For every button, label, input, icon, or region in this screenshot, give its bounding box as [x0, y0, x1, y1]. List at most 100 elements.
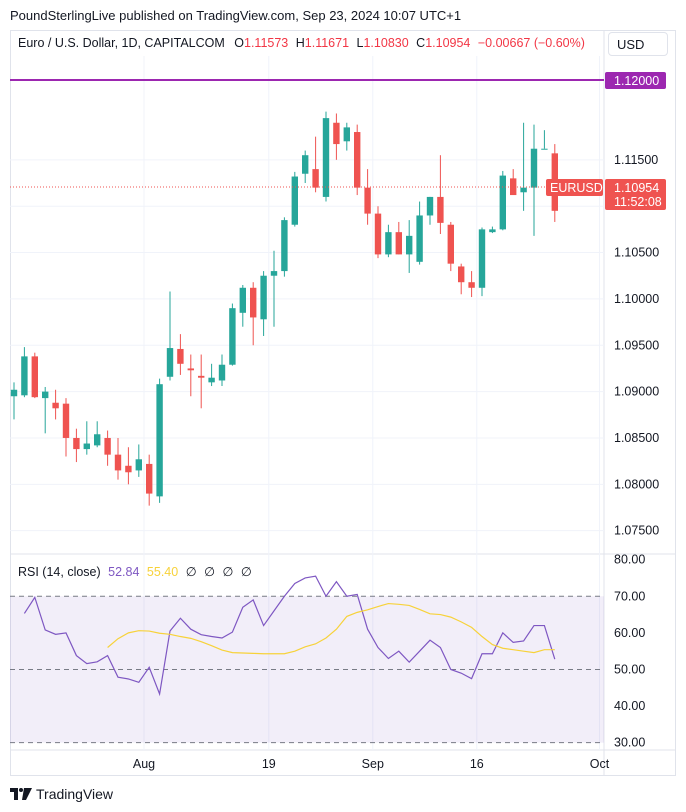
currency-button[interactable]: USD: [608, 32, 668, 56]
rsi-value: 52.84: [108, 565, 140, 579]
candle-body: [437, 196, 444, 223]
high-label: H: [295, 36, 305, 50]
candle-body: [198, 375, 205, 378]
rsi-legend: RSI (14, close) 52.84 55.40 ∅ ∅ ∅ ∅: [18, 564, 252, 579]
change-value: −0.00667 (−0.60%): [477, 36, 585, 50]
rsi-ma-line: [107, 602, 555, 655]
close-label: C: [416, 36, 426, 50]
candle-body: [270, 271, 278, 276]
candle-body: [94, 434, 101, 446]
candle-body: [416, 215, 423, 262]
candle-body: [291, 176, 298, 225]
last-price-tag-text: 1.10954: [614, 181, 659, 195]
candle-body: [114, 454, 122, 471]
candle-body: [354, 132, 361, 188]
footer-brand-text: TradingView: [36, 786, 114, 802]
price-tick-label: 1.09500: [614, 338, 659, 352]
price-tick-label: 1.07500: [614, 524, 659, 538]
candle-body: [541, 148, 548, 150]
candle-body: [208, 377, 215, 383]
candle-body: [510, 178, 517, 196]
symbol-label[interactable]: Euro / U.S. Dollar, 1D, CAPITALCOM: [18, 36, 225, 50]
price-tick-label: 1.09000: [614, 385, 659, 399]
candle-body: [42, 391, 49, 399]
rsi-extra-3: ∅: [222, 565, 234, 579]
price-grid: [10, 30, 676, 776]
rsi-tick-label: 60.00: [614, 626, 645, 640]
resistance-tag: [605, 72, 666, 89]
candle-body: [364, 187, 371, 214]
footer-brand[interactable]: TradingView: [10, 786, 113, 802]
rsi-tick-label: 70.00: [614, 589, 645, 603]
rsi-line: [23, 575, 556, 697]
candle-body: [312, 169, 319, 188]
candle-body: [62, 403, 70, 438]
candle-body: [166, 348, 174, 377]
candle-body: [135, 459, 142, 471]
publisher-header: PoundSterlingLive published on TradingVi…: [10, 8, 462, 23]
candle-body: [478, 229, 486, 288]
candle-body: [447, 224, 454, 264]
low-value: 1.10830: [363, 36, 409, 50]
candle-body: [177, 348, 184, 364]
price-tick-label: 1.08500: [614, 431, 659, 445]
price-tick-label: 1.10500: [614, 246, 659, 260]
candle-body: [322, 118, 330, 197]
candle-body: [260, 275, 267, 320]
chart-legend: Euro / U.S. Dollar, 1D, CAPITALCOM O1.11…: [18, 36, 585, 50]
rsi-extra-1: ∅: [185, 565, 197, 579]
price-tick-label: 1.10000: [614, 292, 659, 306]
candle-body: [426, 196, 434, 216]
ticker-tag: [546, 179, 603, 196]
price-tags: 1.12000 EURUSD 1.10954 11:52:08: [10, 72, 666, 210]
candle-body: [395, 232, 402, 255]
rsi-tick-label: 30.00: [614, 736, 645, 750]
chart-frame: [10, 30, 676, 776]
candle-body: [125, 465, 132, 473]
last-price-tag: [605, 179, 666, 210]
candle-body: [499, 175, 506, 230]
rsi-tick-label: 80.00: [614, 553, 645, 567]
rsi-extra-2: ∅: [204, 565, 215, 579]
time-tick-label: Oct: [590, 757, 610, 771]
candle-body: [83, 443, 90, 450]
time-tick-label: 16: [470, 757, 484, 771]
candle-body: [385, 232, 392, 255]
time-tick-label: Aug: [133, 757, 155, 771]
price-tick-label: 1.11500: [614, 153, 658, 167]
candle-body: [104, 437, 111, 455]
rsi-title[interactable]: RSI (14, close): [18, 565, 101, 579]
rsi-tick-label: 50.00: [614, 662, 645, 676]
candle-body: [406, 235, 413, 255]
open-value: 1.11573: [244, 36, 289, 50]
candle-body: [333, 122, 340, 145]
close-value: 1.10954: [425, 36, 471, 50]
open-label: O: [234, 36, 244, 50]
high-value: 1.11671: [304, 36, 350, 50]
low-label: L: [356, 36, 364, 50]
candle-body: [146, 463, 153, 494]
countdown-tag-text: 11:52:08: [614, 195, 662, 209]
candle-body: [218, 364, 226, 381]
rsi-extra-4: ∅: [240, 565, 252, 579]
rsi-ma-value: 55.40: [146, 565, 179, 579]
candle-body: [468, 282, 475, 288]
candle-body: [10, 389, 18, 397]
candle-body: [281, 220, 288, 272]
candle-body: [239, 287, 246, 313]
candles: [10, 111, 558, 506]
candle-body: [52, 402, 59, 409]
time-tick-label: 19: [262, 757, 276, 771]
resistance-tag-text: 1.12000: [614, 74, 659, 88]
rsi-lines: [23, 575, 556, 697]
candle-body: [489, 229, 496, 233]
tradingview-logo-icon: [10, 788, 32, 800]
candle-body: [530, 148, 538, 188]
candle-body: [156, 384, 163, 497]
candle-body: [31, 356, 38, 398]
rsi-panel: [10, 595, 604, 744]
axis-labels: 1.07500 1.08000 1.08500 1.09000 1.09500 1.100…: [133, 153, 659, 771]
candle-body: [187, 368, 194, 371]
candle-body: [250, 287, 257, 318]
